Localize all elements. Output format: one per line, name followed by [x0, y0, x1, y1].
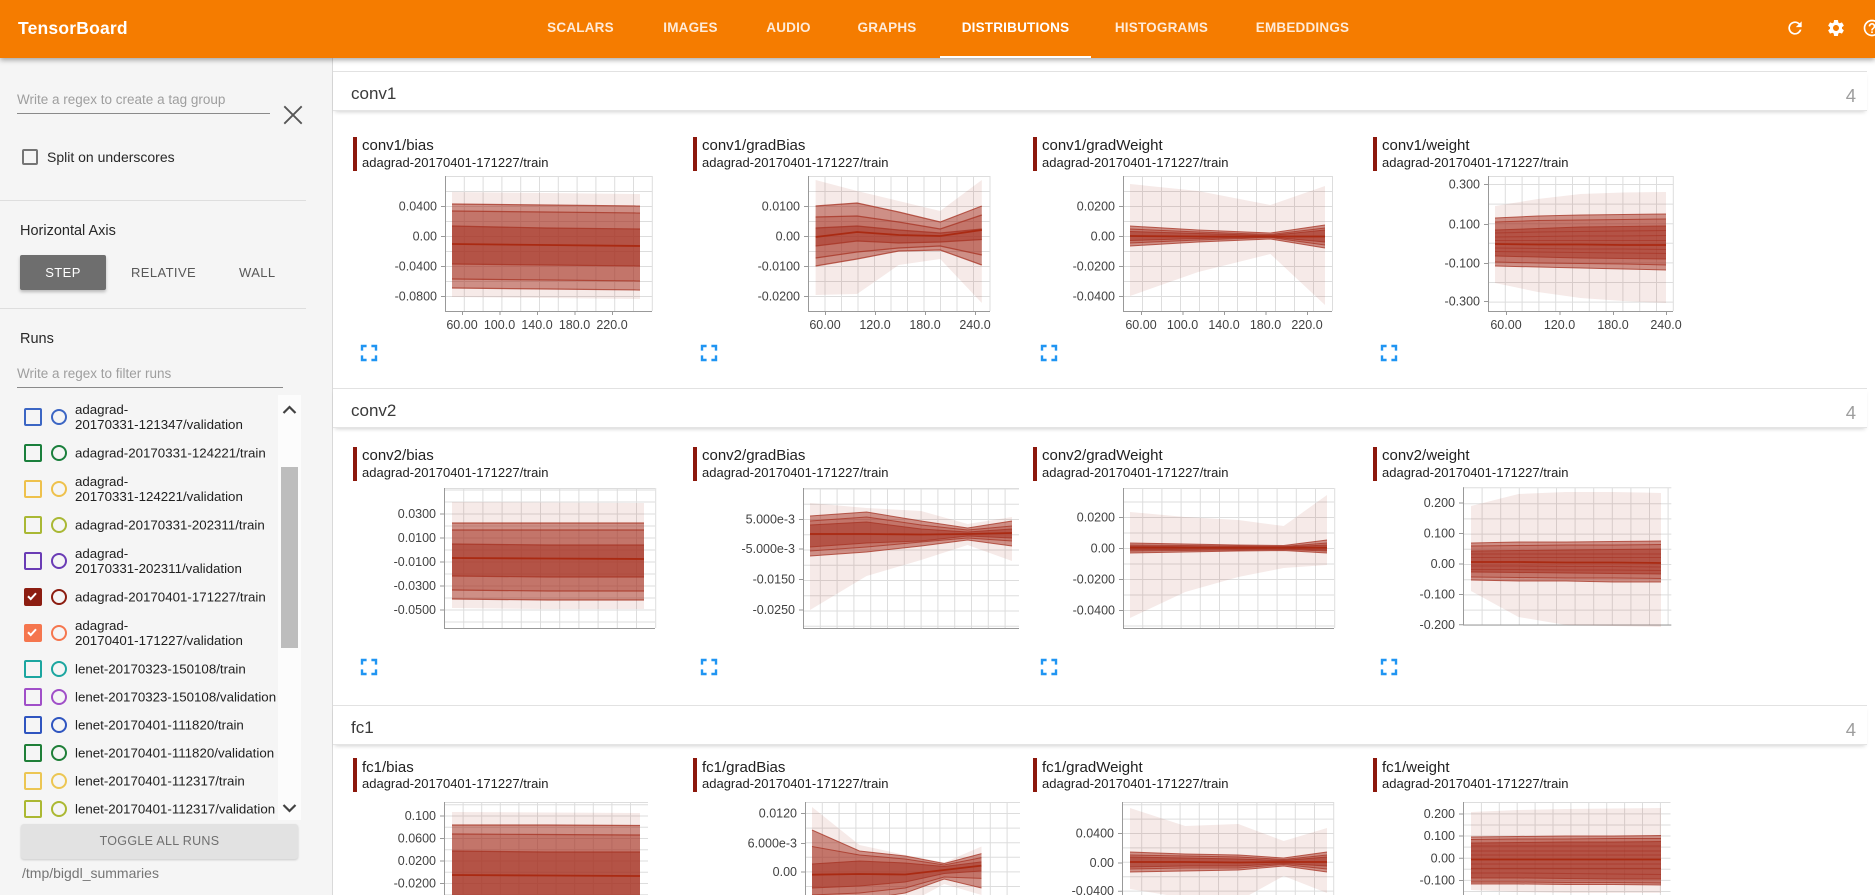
svg-text:0.00: 0.00 — [1091, 542, 1115, 556]
svg-text:100.0: 100.0 — [484, 318, 515, 332]
svg-text:0.200: 0.200 — [1424, 496, 1455, 510]
svg-text:0.100: 0.100 — [1449, 218, 1480, 232]
svg-text:220.0: 220.0 — [1291, 318, 1322, 332]
svg-text:-0.0250: -0.0250 — [753, 603, 795, 617]
svg-text:-0.0800: -0.0800 — [395, 290, 437, 304]
svg-text:-0.0200: -0.0200 — [394, 877, 436, 891]
svg-text:-0.0400: -0.0400 — [1072, 884, 1114, 895]
svg-text:0.0200: 0.0200 — [1077, 200, 1115, 214]
svg-text:-0.100: -0.100 — [1445, 257, 1480, 271]
svg-text:0.0400: 0.0400 — [399, 200, 437, 214]
svg-text:60.00: 60.00 — [446, 318, 477, 332]
svg-text:-0.100: -0.100 — [1420, 588, 1455, 602]
svg-text:0.100: 0.100 — [1424, 527, 1455, 541]
svg-text:0.200: 0.200 — [1424, 807, 1455, 821]
svg-text:-0.0400: -0.0400 — [1073, 604, 1115, 618]
svg-text:-5.000e-3: -5.000e-3 — [741, 542, 795, 556]
svg-text:-0.200: -0.200 — [1420, 618, 1455, 632]
svg-text:0.0120: 0.0120 — [759, 807, 797, 821]
svg-text:0.00: 0.00 — [413, 230, 437, 244]
svg-text:100.0: 100.0 — [1167, 318, 1198, 332]
svg-text:-0.300: -0.300 — [1445, 295, 1480, 309]
svg-text:-0.0200: -0.0200 — [1073, 573, 1115, 587]
svg-text:0.0600: 0.0600 — [398, 832, 436, 846]
svg-text:60.00: 60.00 — [1490, 318, 1521, 332]
svg-text:-0.0400: -0.0400 — [1073, 290, 1115, 304]
svg-text:-0.0500: -0.0500 — [394, 603, 436, 617]
svg-text:-0.0100: -0.0100 — [758, 260, 800, 274]
svg-text:220.0: 220.0 — [596, 318, 627, 332]
svg-text:6.000e-3: 6.000e-3 — [748, 837, 797, 851]
svg-text:5.000e-3: 5.000e-3 — [746, 513, 795, 527]
svg-text:140.0: 140.0 — [521, 318, 552, 332]
svg-text:240.0: 240.0 — [959, 318, 990, 332]
svg-text:0.0200: 0.0200 — [1077, 511, 1115, 525]
svg-text:-0.0200: -0.0200 — [758, 290, 800, 304]
svg-text:-0.100: -0.100 — [1420, 874, 1455, 888]
svg-text:0.0300: 0.0300 — [398, 507, 436, 521]
svg-text:180.0: 180.0 — [1250, 318, 1281, 332]
svg-text:180.0: 180.0 — [909, 318, 940, 332]
svg-text:240.0: 240.0 — [1650, 318, 1681, 332]
svg-text:0.00: 0.00 — [1091, 230, 1115, 244]
svg-text:180.0: 180.0 — [1597, 318, 1628, 332]
svg-text:60.00: 60.00 — [809, 318, 840, 332]
svg-text:0.0400: 0.0400 — [1076, 827, 1114, 841]
svg-text:120.0: 120.0 — [1544, 318, 1575, 332]
svg-text:-0.0300: -0.0300 — [394, 579, 436, 593]
svg-text:0.0100: 0.0100 — [398, 531, 436, 545]
svg-text:0.100: 0.100 — [1424, 829, 1455, 843]
svg-text:0.00: 0.00 — [1431, 557, 1455, 571]
svg-text:0.00: 0.00 — [1431, 851, 1455, 865]
svg-text:60.00: 60.00 — [1125, 318, 1156, 332]
svg-text:0.00: 0.00 — [776, 230, 800, 244]
svg-text:0.00: 0.00 — [1090, 856, 1114, 870]
svg-text:-0.0200: -0.0200 — [1073, 260, 1115, 274]
svg-text:180.0: 180.0 — [559, 318, 590, 332]
svg-text:0.00: 0.00 — [773, 865, 797, 879]
svg-text:0.0200: 0.0200 — [398, 854, 436, 868]
svg-text:0.100: 0.100 — [405, 809, 436, 823]
svg-text:140.0: 140.0 — [1208, 318, 1239, 332]
svg-text:-0.0150: -0.0150 — [753, 573, 795, 587]
svg-text:-0.0100: -0.0100 — [394, 555, 436, 569]
svg-text:0.0100: 0.0100 — [762, 200, 800, 214]
svg-text:0.300: 0.300 — [1449, 178, 1480, 192]
svg-text:-0.0400: -0.0400 — [395, 260, 437, 274]
svg-text:120.0: 120.0 — [859, 318, 890, 332]
